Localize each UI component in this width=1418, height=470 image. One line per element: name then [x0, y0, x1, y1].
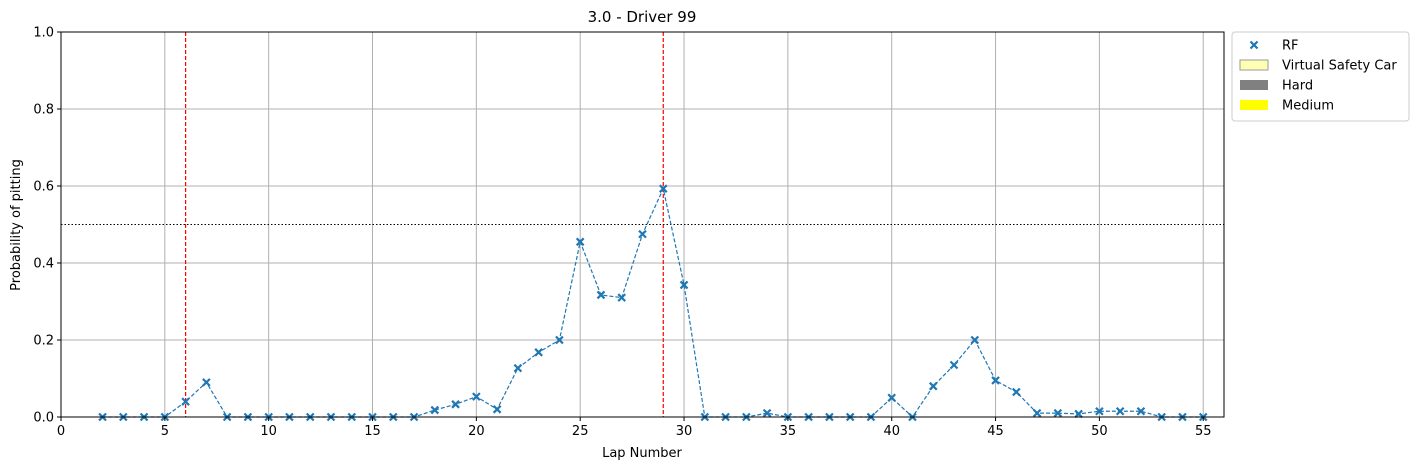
- data-point-stroke: [202, 378, 211, 387]
- data-point-stroke: [575, 237, 585, 247]
- plot-frame: [60, 31, 1225, 418]
- x-tick-label: 40: [883, 424, 900, 439]
- data-point: [1115, 406, 1125, 416]
- data-point-stroke: [492, 405, 502, 414]
- data-point-stroke: [887, 393, 896, 403]
- data-point: [202, 378, 211, 387]
- data-point-stroke: [451, 400, 460, 409]
- x-tick-label: 20: [468, 424, 485, 439]
- data-point: [430, 405, 440, 415]
- data-point-stroke: [1074, 409, 1083, 419]
- data-point: [679, 280, 689, 290]
- data-point-stroke: [658, 184, 668, 193]
- legend-label: Hard: [1282, 79, 1313, 94]
- data-point: [1136, 406, 1146, 416]
- data-point-stroke: [679, 280, 689, 290]
- data-point-stroke: [1012, 387, 1021, 397]
- data-point-stroke: [928, 381, 938, 391]
- x-tick-label: 10: [260, 424, 277, 439]
- data-point-stroke: [1115, 406, 1125, 416]
- legend-swatch: [1240, 80, 1268, 90]
- y-tick-label: 1.0: [33, 26, 54, 41]
- data-point-stroke: [1053, 408, 1063, 418]
- data-point-stroke: [472, 392, 481, 401]
- x-axis-label: Lap Number: [602, 446, 682, 461]
- data-point: [887, 393, 896, 403]
- data-point: [617, 293, 627, 302]
- y-tick-label: 0.0: [33, 411, 54, 426]
- legend-label: Medium: [1282, 99, 1334, 114]
- legend-marker-x: [1249, 40, 1259, 50]
- y-axis-label: Probability of pitting: [9, 159, 24, 291]
- x-tick-label: 35: [780, 424, 797, 439]
- x-tick-label: 50: [1091, 424, 1108, 439]
- chart-title: 3.0 - Driver 99: [588, 8, 697, 26]
- legend-item: Virtual Safety Car: [1239, 59, 1397, 74]
- y-tick-label: 0.8: [33, 103, 54, 118]
- data-point-stroke: [949, 360, 959, 370]
- legend-item: RF: [1249, 39, 1299, 54]
- data-point-stroke: [430, 405, 440, 415]
- data-point: [658, 184, 668, 193]
- y-tick-label: 0.4: [33, 257, 54, 272]
- data-point: [596, 290, 606, 300]
- legend-swatch: [1240, 100, 1268, 110]
- data-point: [555, 335, 564, 345]
- data-point: [638, 229, 647, 239]
- data-point-stroke: [513, 363, 523, 373]
- legend-box: [1231, 31, 1410, 122]
- legend-label: Virtual Safety Car: [1282, 59, 1397, 74]
- data-point-stroke: [991, 376, 1000, 385]
- data-point: [451, 400, 460, 409]
- data-point-stroke: [617, 293, 627, 302]
- data-point-stroke: [1095, 406, 1104, 416]
- data-point: [970, 335, 980, 345]
- legend: RF Virtual Safety Car Hard Medium: [1231, 31, 1410, 122]
- y-axis-ticks: 0.0 0.2 0.4 0.6 0.8 1.0: [33, 26, 61, 426]
- data-point: [492, 405, 502, 414]
- data-point-stroke: [762, 408, 772, 418]
- legend-item: Medium: [1240, 99, 1334, 114]
- x-tick-label: 25: [572, 424, 589, 439]
- data-point: [1032, 408, 1042, 418]
- data-point: [949, 360, 959, 370]
- data-point: [1012, 387, 1021, 397]
- x-tick-label: 0: [57, 424, 65, 439]
- data-point-stroke: [555, 335, 564, 345]
- data-point: [181, 397, 190, 406]
- data-point-stroke: [534, 348, 543, 357]
- y-tick-label: 0.6: [33, 180, 54, 195]
- data-point-stroke: [181, 397, 190, 406]
- data-point: [472, 392, 481, 401]
- data-point-stroke: [638, 229, 647, 239]
- data-point-stroke: [1032, 408, 1042, 418]
- data-point: [928, 381, 938, 391]
- data-point: [1074, 409, 1083, 419]
- legend-swatch: [1239, 59, 1269, 71]
- series-layer: [98, 184, 1208, 422]
- data-point-stroke: [970, 335, 980, 345]
- x-tick-label: 15: [364, 424, 381, 439]
- x-tick-label: 30: [676, 424, 693, 439]
- y-tick-label: 0.2: [33, 334, 54, 349]
- data-point: [991, 376, 1000, 385]
- x-tick-label: 55: [1195, 424, 1212, 439]
- x-axis-ticks: 0 5 10 15 20 25 30 35 40 45 50 55: [57, 417, 1212, 439]
- data-point-stroke: [1136, 406, 1146, 416]
- data-point: [1095, 406, 1104, 416]
- data-point: [513, 363, 523, 373]
- data-point: [1053, 408, 1063, 418]
- data-point: [762, 408, 772, 418]
- data-point: [534, 348, 543, 357]
- x-tick-label: 45: [987, 424, 1004, 439]
- data-point-stroke: [596, 290, 606, 300]
- legend-label: RF: [1282, 39, 1299, 54]
- x-tick-label: 5: [161, 424, 169, 439]
- series-line-rf: [102, 186, 1204, 418]
- legend-item: Hard: [1240, 79, 1313, 94]
- data-point: [575, 237, 585, 247]
